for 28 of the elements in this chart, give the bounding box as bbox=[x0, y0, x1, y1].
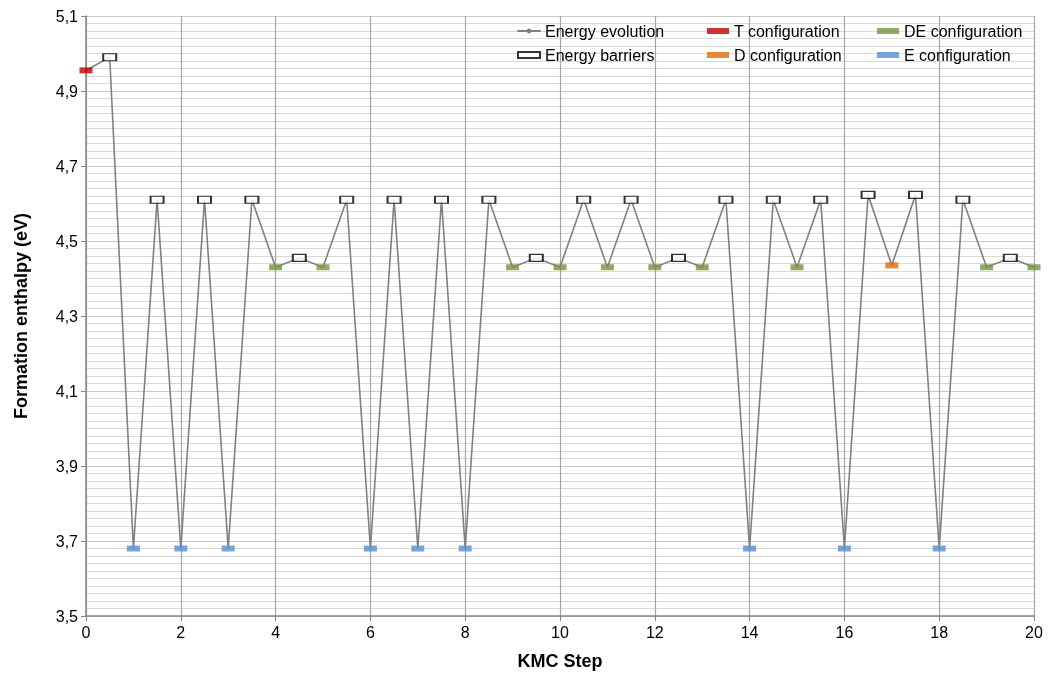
y-tick-label: 4,1 bbox=[55, 382, 79, 400]
x-axis-title: KMC Step bbox=[517, 651, 603, 671]
legend-label: T configuration bbox=[734, 22, 840, 40]
legend-label: DE configuration bbox=[904, 22, 1023, 40]
legend-label: E configuration bbox=[904, 46, 1011, 64]
y-tick-label: 3,5 bbox=[55, 607, 79, 625]
x-tick-label: 16 bbox=[835, 623, 854, 641]
y-tick-label: 4,7 bbox=[55, 157, 79, 175]
x-tick-label: 18 bbox=[930, 623, 949, 641]
x-tick-label: 6 bbox=[365, 623, 375, 641]
legend-label: D configuration bbox=[734, 46, 842, 64]
x-tick-label: 2 bbox=[176, 623, 186, 641]
legend-label: Energy barriers bbox=[545, 46, 655, 64]
y-tick-label: 3,9 bbox=[55, 457, 79, 475]
x-tick-label: 4 bbox=[271, 623, 281, 641]
y-tick-label: 4,9 bbox=[55, 82, 79, 100]
y-tick-label: 4,5 bbox=[55, 232, 79, 250]
x-tick-label: 8 bbox=[460, 623, 470, 641]
x-tick-label: 14 bbox=[740, 623, 759, 641]
legend-label: Energy evolution bbox=[545, 22, 665, 40]
x-tick-label: 20 bbox=[1025, 623, 1043, 641]
x-tick-label: 10 bbox=[551, 623, 569, 641]
y-tick-label: 4,3 bbox=[55, 307, 79, 325]
x-tick-label: 12 bbox=[645, 623, 664, 641]
y-tick-label: 5,1 bbox=[55, 7, 79, 25]
y-tick-label: 3,7 bbox=[55, 532, 79, 550]
y-axis-title: Formation enthalpy (eV) bbox=[11, 212, 31, 420]
x-tick-label: 0 bbox=[81, 623, 91, 641]
